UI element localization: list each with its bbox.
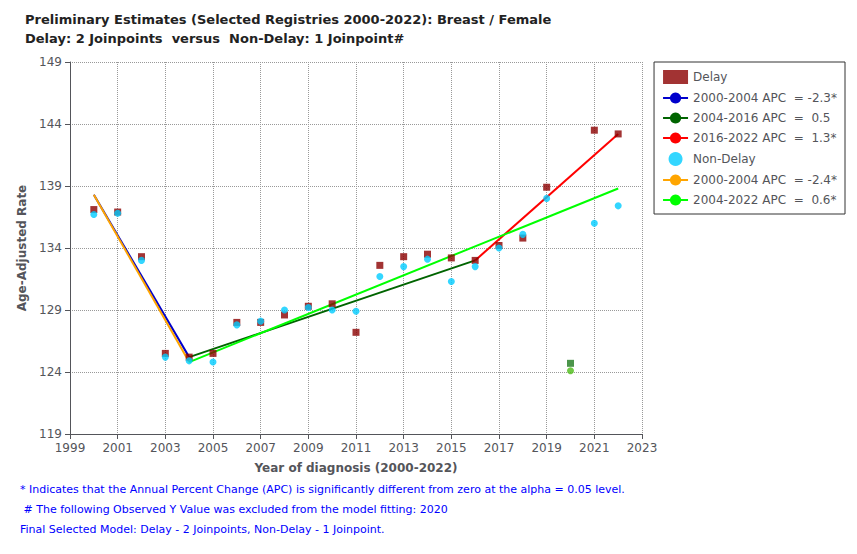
svg-text:2016-2022 APC = 1.3*: 2016-2022 APC = 1.3*: [693, 131, 836, 145]
svg-text:Delay: Delay: [693, 70, 727, 84]
svg-text:2004-2016 APC = 0.5: 2004-2016 APC = 0.5: [693, 111, 830, 125]
svg-text:2013: 2013: [388, 441, 419, 455]
svg-text:2003: 2003: [150, 441, 181, 455]
svg-text:149: 149: [39, 55, 62, 69]
svg-text:Delay: 2 Joinpoints versus N: Delay: 2 Joinpoints versus Non-Delay: 1 …: [25, 31, 404, 46]
svg-text:2009: 2009: [293, 441, 324, 455]
svg-text:2004-2022 APC = 0.6*: 2004-2022 APC = 0.6*: [693, 193, 836, 207]
svg-text:Final Selected Model: Delay -: Final Selected Model: Delay - 2 Joinpoin…: [20, 523, 385, 536]
svg-text:124: 124: [39, 365, 62, 379]
svg-text:2000-2004 APC = -2.3*: 2000-2004 APC = -2.3*: [693, 91, 837, 105]
svg-text:Preliminary Estimates (Selecte: Preliminary Estimates (Selected Registri…: [25, 12, 551, 27]
svg-text:Year of diagnosis (2000-2022): Year of diagnosis (2000-2022): [253, 461, 457, 475]
svg-text:129: 129: [39, 303, 62, 317]
svg-text:2017: 2017: [484, 441, 515, 455]
svg-text:2001: 2001: [102, 441, 133, 455]
svg-text:* Indicates that the Annual Pe: * Indicates that the Annual Percent Chan…: [20, 483, 625, 496]
svg-text:2023: 2023: [627, 441, 658, 455]
svg-text:139: 139: [39, 179, 62, 193]
svg-text:2005: 2005: [198, 441, 229, 455]
svg-text:119: 119: [39, 427, 62, 441]
svg-text:144: 144: [39, 117, 62, 131]
svg-text:Age-Adjusted Rate: Age-Adjusted Rate: [15, 185, 29, 312]
svg-text:2007: 2007: [245, 441, 276, 455]
svg-text:134: 134: [39, 241, 62, 255]
svg-text:Non-Delay: Non-Delay: [693, 152, 756, 166]
svg-text:# The following Observed Y Val: # The following Observed Y Value was exc…: [20, 503, 448, 516]
svg-text:2019: 2019: [531, 441, 562, 455]
svg-text:2011: 2011: [341, 441, 372, 455]
svg-text:2021: 2021: [579, 441, 610, 455]
svg-text:1999: 1999: [55, 441, 86, 455]
svg-text:2000-2004 APC = -2.4*: 2000-2004 APC = -2.4*: [693, 173, 837, 187]
svg-text:2015: 2015: [436, 441, 467, 455]
